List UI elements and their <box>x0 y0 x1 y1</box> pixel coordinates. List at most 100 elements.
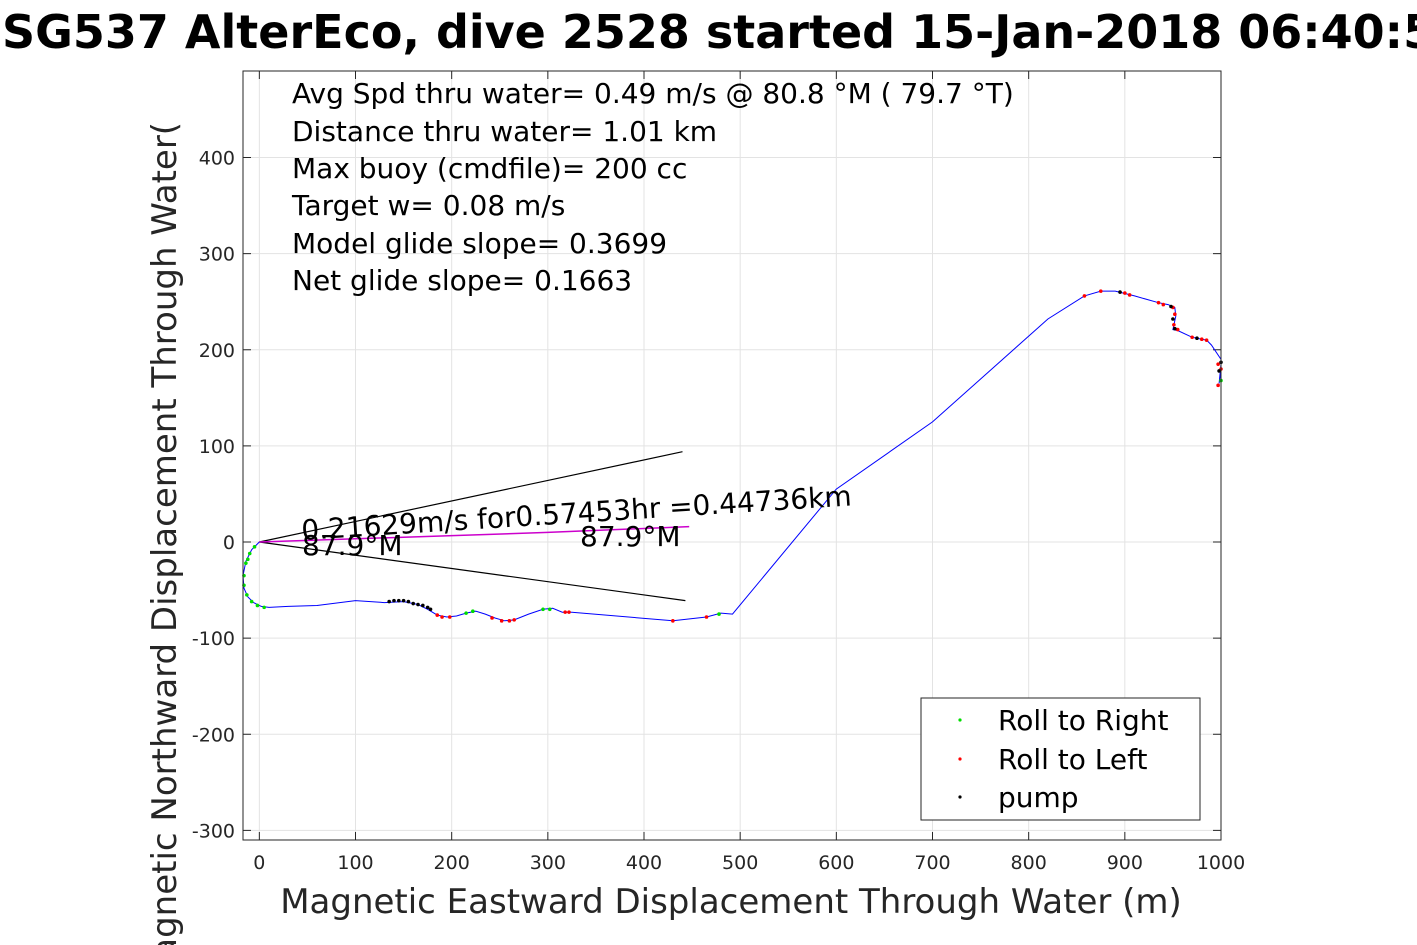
pump-point <box>425 605 430 610</box>
pump-point <box>421 603 425 608</box>
heading-cone <box>259 451 686 602</box>
x-tick-label: 300 <box>530 852 566 874</box>
x-tick-label: 100 <box>337 852 373 874</box>
roll-left-point <box>1204 338 1209 342</box>
roll-left-point <box>1156 300 1161 305</box>
pump-point <box>1217 369 1221 373</box>
x-tick-label: 1000 <box>1197 852 1245 874</box>
x-tick-label: 600 <box>818 852 854 874</box>
roll-left-point <box>1175 327 1180 332</box>
roll-right-point <box>262 605 266 610</box>
legend-label-roll-left: Roll to Left <box>998 743 1147 776</box>
roll-right-point <box>547 607 552 612</box>
legend-label-roll-right: Roll to Right <box>998 704 1169 737</box>
pump-point <box>1173 326 1177 331</box>
heading-label-end: 87.9°M <box>580 520 681 553</box>
legend: Roll to Right Roll to Left pump <box>920 697 1201 821</box>
pump-point <box>1118 290 1122 294</box>
y-tick-label: -200 <box>192 724 235 746</box>
current-line-group <box>259 525 690 543</box>
roll-left-point <box>435 613 440 617</box>
chart-title: SG537 AlterEco, dive 2528 started 15-Jan… <box>2 5 1417 59</box>
track-group <box>242 290 1222 622</box>
heading-cone-lower-line <box>259 541 686 602</box>
roll-left-point <box>1172 322 1176 327</box>
roll-right-point <box>255 603 260 608</box>
roll-right-point <box>541 607 545 612</box>
roll-left-point <box>563 610 567 614</box>
roll-left-point <box>1190 335 1194 340</box>
annotation-distance: Distance thru water= 1.01 km <box>292 115 717 148</box>
x-tick-label: 0 <box>253 852 265 874</box>
roll-left-point <box>1199 337 1204 341</box>
pump-point <box>401 598 406 603</box>
roll-left-point <box>447 615 452 619</box>
roll-right-point <box>471 609 475 614</box>
pump-point <box>1171 317 1175 321</box>
pump-point <box>411 601 416 606</box>
roll-left-point <box>512 618 516 622</box>
roll-left-point <box>499 619 504 623</box>
y-tick-label: 100 <box>199 436 235 458</box>
roll-right-point <box>464 611 468 615</box>
roll-left-point <box>1161 302 1166 307</box>
track-line <box>242 290 1222 622</box>
y-tick-label: -300 <box>192 820 235 842</box>
roll-right-point <box>252 545 257 549</box>
roll-right-point <box>717 612 721 616</box>
roll-right-point <box>246 557 250 562</box>
summary-annotations: Avg Spd thru water= 0.49 m/s @ 80.8 °M (… <box>291 77 1014 297</box>
y-axis-ticks: -300 -200 -100 0 100 200 300 400 <box>192 148 1221 842</box>
pump-point <box>428 607 433 612</box>
roll-left-point <box>1216 362 1220 366</box>
roll-left-point <box>567 610 571 614</box>
roll-left-point <box>440 615 444 619</box>
legend-marker-pump <box>958 795 962 799</box>
pump-point <box>387 599 391 604</box>
x-tick-label: 800 <box>1011 852 1047 874</box>
y-tick-label: 0 <box>223 532 235 554</box>
legend-marker-roll-left <box>958 757 962 761</box>
roll-left-point <box>490 616 494 620</box>
y-tick-label: 200 <box>199 340 235 362</box>
y-axis-label: Magnetic Northward Displacement Through … <box>145 122 185 945</box>
roll-right-point <box>249 599 254 604</box>
x-tick-label: 400 <box>626 852 662 874</box>
roll-left-point <box>1082 294 1087 298</box>
x-axis-label: Magnetic Eastward Displacement Through W… <box>280 882 1182 922</box>
annotation-net-glide: Net glide slope= 0.1663 <box>292 264 632 297</box>
plot-frame <box>242 70 1222 841</box>
annotation-model-glide: Model glide slope= 0.3699 <box>292 227 667 260</box>
roll-right-point <box>247 551 252 556</box>
current-line <box>259 525 690 543</box>
roll-left-point <box>1127 293 1132 297</box>
roll-left-point <box>507 619 512 623</box>
annotation-max-buoy: Max buoy (cmdfile)= 200 cc <box>292 152 687 185</box>
roll-left-point <box>1123 291 1127 295</box>
heading-label-start: 87.9°M <box>302 529 403 562</box>
legend-marker-roll-right <box>958 718 962 722</box>
legend-box <box>920 697 1201 821</box>
x-axis-ticks: 0 100 200 300 400 500 600 700 800 900 1000 <box>253 71 1245 874</box>
x-tick-label: 700 <box>914 852 950 874</box>
y-tick-label: -100 <box>192 628 235 650</box>
pump-point <box>406 599 411 604</box>
pump-point <box>1195 336 1199 341</box>
annotation-avg-speed: Avg Spd thru water= 0.49 m/s @ 80.8 °M (… <box>292 77 1014 110</box>
pump-point <box>392 598 396 603</box>
pump-point <box>1169 304 1173 309</box>
x-tick-label: 500 <box>722 852 758 874</box>
roll-right-point <box>244 561 248 565</box>
y-tick-label: 300 <box>199 244 235 266</box>
roll-left-point <box>671 619 675 623</box>
annotation-target-w: Target w= 0.08 m/s <box>291 189 565 222</box>
roll-left-point <box>1098 289 1103 293</box>
pump-point <box>416 602 420 607</box>
x-tick-label: 200 <box>434 852 470 874</box>
y-tick-label: 400 <box>199 148 235 170</box>
roll-left-point <box>1173 312 1177 316</box>
heading-cone-upper-line <box>259 451 683 543</box>
roll-left-point <box>1216 383 1220 388</box>
roll-left-point <box>704 615 709 619</box>
